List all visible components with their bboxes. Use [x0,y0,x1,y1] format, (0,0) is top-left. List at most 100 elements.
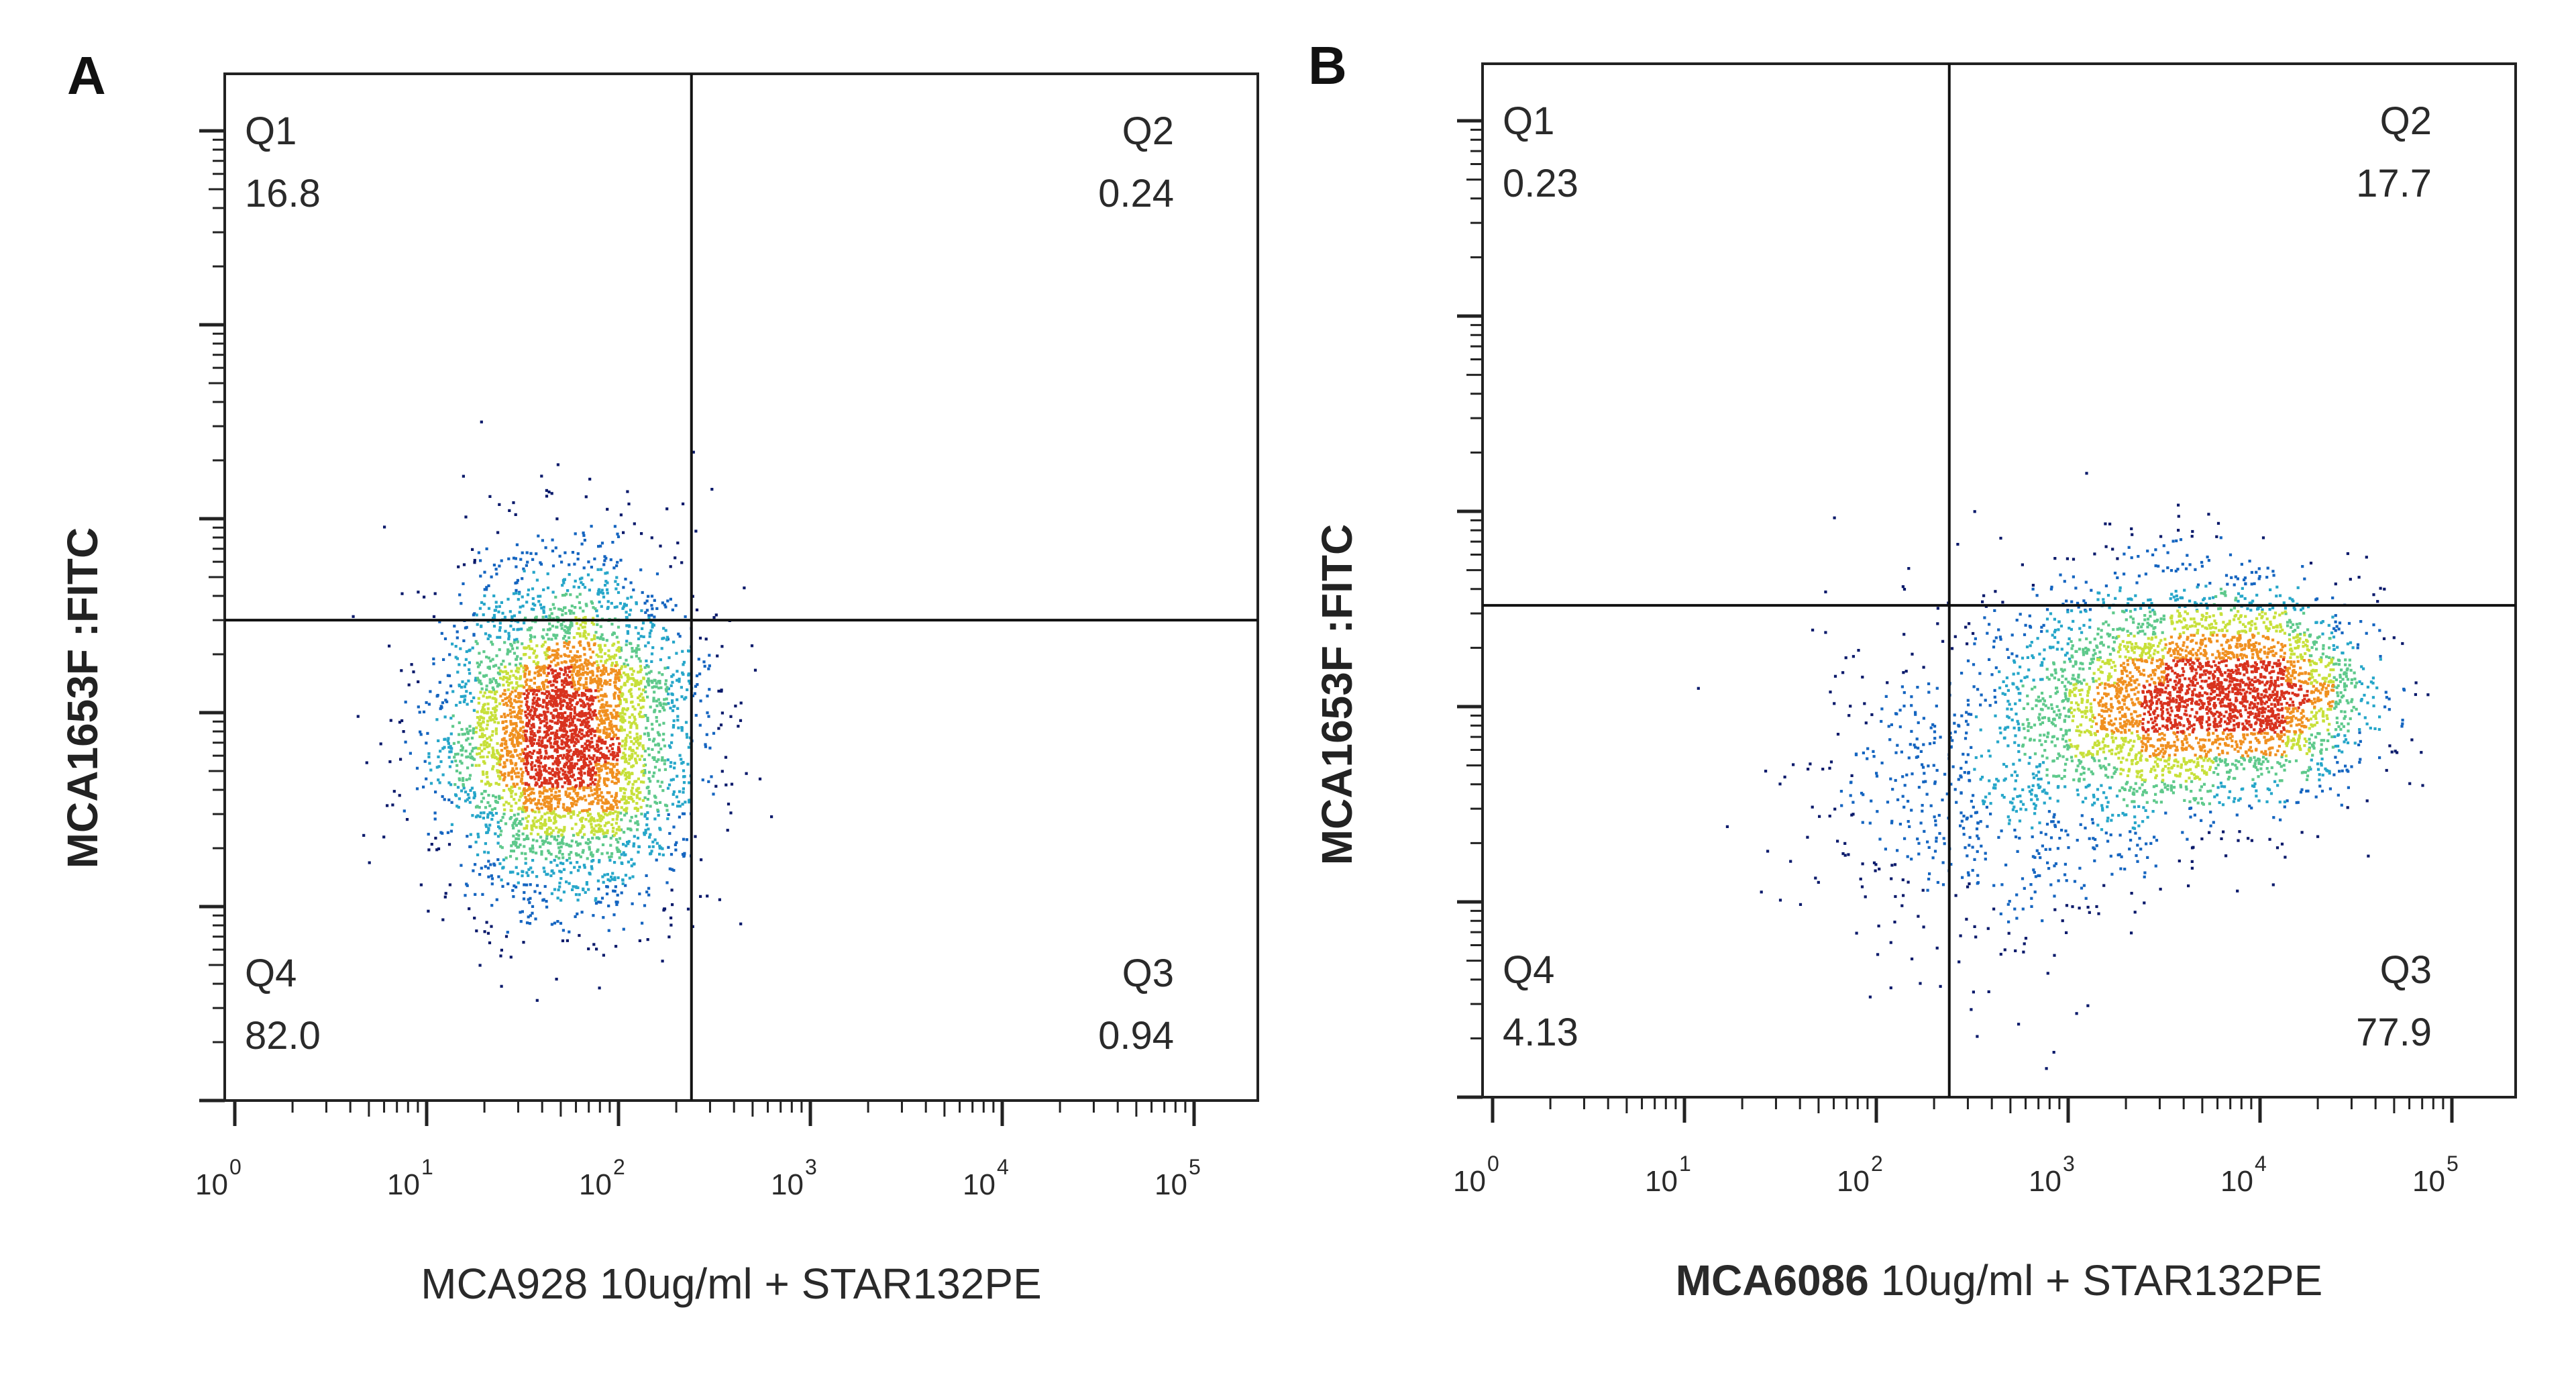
event-dot [1927,846,1931,849]
event-dot [549,799,553,803]
event-dot [1959,824,1962,827]
event-dot [466,884,469,887]
event-dot [570,839,574,843]
event-dot [510,702,513,705]
event-dot [1922,666,1925,669]
event-dot [465,727,468,731]
event-dot [464,799,468,803]
event-dot [492,718,495,721]
event-dot [518,708,522,711]
event-dot [606,829,609,832]
event-dot [555,703,559,707]
event-dot [2063,862,2067,866]
event-dot [2024,623,2027,627]
event-dot [615,605,619,609]
event-dot [551,773,555,776]
event-dot [580,774,583,777]
event-dot [1874,869,1877,872]
event-dot [588,711,591,715]
event-dot [625,624,629,627]
event-dot [612,566,616,570]
event-dot [600,791,603,795]
event-dot [648,631,651,635]
event-dot [1914,711,1917,714]
x-tick-label-base: 10 [1155,1168,1187,1201]
event-dot [572,611,576,615]
event-dot [603,713,606,717]
event-dot [616,840,620,844]
event-dot [519,677,522,680]
event-dot [580,750,583,753]
event-dot [588,794,591,797]
event-dot [2229,553,2233,556]
event-dot [553,795,556,799]
event-dot [590,865,593,868]
event-dot [1954,894,1957,897]
event-dot [655,685,658,688]
event-dot [564,742,568,745]
event-dot [2268,837,2271,841]
event-dot [501,611,504,615]
event-dot [425,701,428,705]
event-dot [566,749,569,752]
event-dot [478,873,482,876]
event-dot [611,633,614,636]
event-dot [584,762,587,765]
event-dot [617,704,621,707]
event-dot [2280,842,2284,846]
event-dot [512,727,515,730]
event-dot [546,710,549,713]
event-dot [621,878,625,882]
event-dot [579,655,582,658]
event-dot [2018,836,2021,840]
event-dot [519,843,522,847]
event-dot [519,692,523,695]
event-dot [1951,765,1955,768]
event-dot [535,875,539,878]
event-dot [556,693,559,697]
event-dot [653,817,657,821]
event-dot [621,695,624,698]
event-dot [510,816,513,819]
event-dot [497,666,500,670]
event-dot [482,744,486,747]
event-dot [566,629,570,633]
event-dot [482,650,486,654]
event-dot [513,820,517,823]
event-dot [609,844,612,847]
event-dot [568,766,572,770]
event-dot [663,698,666,701]
event-dot [557,790,561,793]
event-dot [2039,831,2043,834]
event-dot [473,793,476,796]
event-dot [553,700,557,703]
event-dot [649,705,652,709]
event-dot [600,605,603,608]
event-dot [491,697,494,700]
event-dot [582,788,586,792]
event-dot [621,862,624,865]
event-dot [2266,566,2269,570]
event-dot [449,732,453,735]
event-dot [614,673,618,676]
event-dot [570,624,574,627]
event-dot [543,711,547,714]
event-dot [425,742,428,745]
event-dot [476,661,479,665]
event-dot [586,740,589,743]
event-dot [669,853,674,856]
event-dot [729,811,733,815]
event-dot [1965,917,1968,921]
event-dot [542,898,545,901]
event-dot [525,883,529,886]
event-dot [572,798,575,801]
event-dot [486,719,490,723]
event-dot [561,694,564,697]
event-dot [429,768,433,772]
event-dot [605,892,609,896]
event-dot [661,673,664,676]
event-dot [449,750,453,754]
event-dot [559,721,562,724]
event-dot [570,768,574,771]
event-dot [494,681,498,684]
